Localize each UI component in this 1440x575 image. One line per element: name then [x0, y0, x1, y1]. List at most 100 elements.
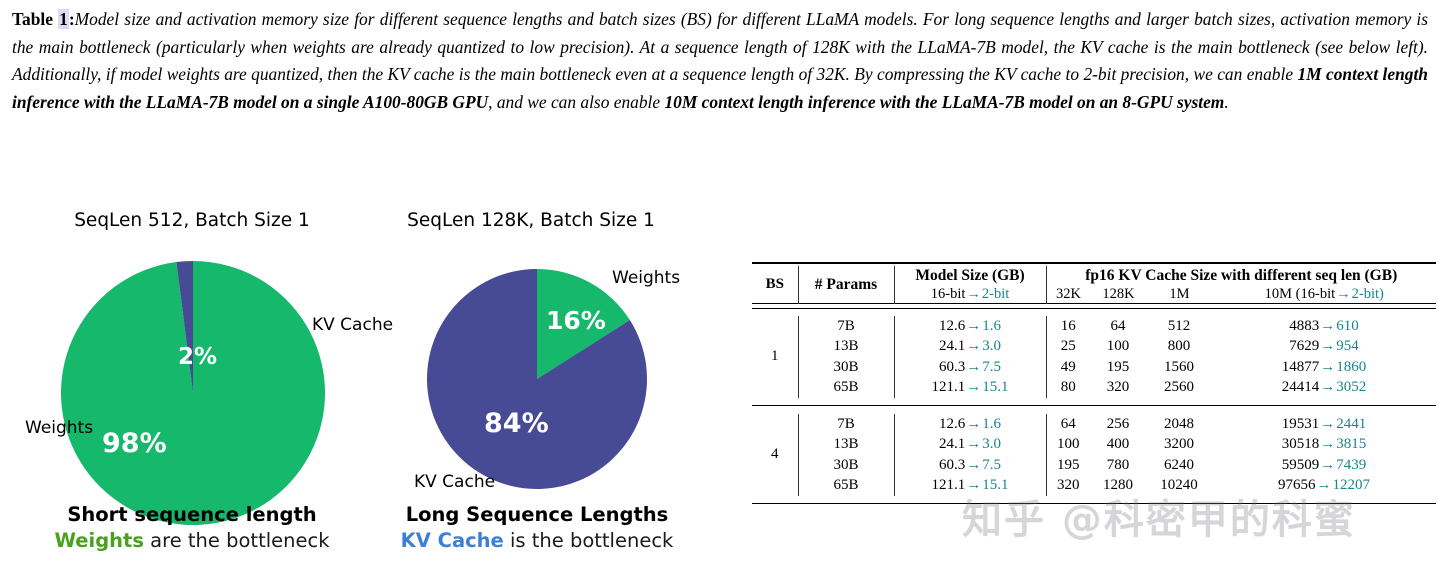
table-row[interactable]: 65B 121.1→15.1 320 1280 10240 97656→12207: [752, 475, 1436, 496]
table-cell-model-size: 12.6→1.6: [893, 413, 1046, 434]
pie-caption-2-line2: KV Cache is the bottleneck: [372, 528, 702, 554]
table-cell-kv-1m: 1560: [1164, 358, 1194, 375]
th-bs-label: BS: [765, 276, 784, 292]
kv-10m-16bit: 30518: [1281, 436, 1320, 452]
table-cell-model-size: 24.1→3.0: [893, 434, 1046, 455]
table-rule-top: [752, 263, 1436, 266]
pie-slice-kvcache-2: [427, 269, 647, 489]
table-group-rule: [752, 404, 1436, 407]
table-spacer: [752, 407, 1436, 414]
model-size-2bit: 3.0: [982, 436, 1001, 452]
table-cell-kv-32k: 195: [1045, 454, 1090, 475]
table-row[interactable]: 65B 121.1→15.1 80 320 2560 24414→3052: [752, 377, 1436, 398]
caption-colon: :: [68, 9, 75, 29]
table-cell-kv-1m: 10240: [1160, 477, 1198, 493]
kv-10m-arrow-icon: →: [1320, 338, 1336, 354]
kv-10m-2bit: 1860: [1336, 358, 1367, 375]
table-cell-kv-10m: 7629→954: [1212, 336, 1436, 357]
table-cell-kv-32k: 64: [1045, 413, 1090, 434]
pie-chart-1: 2% 98%: [60, 260, 326, 526]
model-size-16bit: 24.1: [939, 338, 966, 354]
table-cell-kv-1m: 3200: [1164, 436, 1194, 452]
th-ms-2bit: 2-bit: [981, 286, 1010, 302]
table-cell-kv-10m: 14877→1860: [1212, 357, 1436, 378]
model-size-16bit: 24.1: [939, 436, 966, 452]
th-kv-group: fp16 KV Cache Size with different seq le…: [1045, 266, 1437, 304]
model-size-16bit: 12.6: [939, 415, 966, 432]
pie-svg-1: [61, 261, 326, 525]
table-cell-model-size: 121.1→15.1: [893, 475, 1046, 496]
caption-number: 1: [58, 9, 69, 29]
table-cell-kv-10m: 19531→2441: [1212, 414, 1436, 435]
table-row[interactable]: 13B 24.1→3.0 25 100 800 7629→954: [752, 336, 1436, 357]
table-header-row: BS # Params Model Size (GB) 16-bit→2-bit…: [752, 266, 1436, 304]
table-cell-kv-1m: 6240: [1164, 456, 1194, 473]
th-model-size-sub: 16-bit→2-bit: [895, 285, 1046, 303]
table-cell-kv-10m: 30518→3815: [1212, 434, 1436, 455]
kv-10m-2bit: 2441: [1336, 415, 1367, 432]
kv-10m-16bit: 4883: [1289, 317, 1320, 334]
table-cell-kv-32k: 16: [1045, 315, 1090, 336]
table-row[interactable]: 4 7B 12.6→1.6 64 256 2048 19531→2441: [752, 413, 1436, 462]
pie-caption-1: Short sequence length Weights are the bo…: [22, 502, 362, 554]
th-model-size-main: Model Size (GB): [915, 267, 1025, 284]
th-params-label: # Params: [814, 276, 878, 293]
table-cell-kv-32k: 49: [1045, 356, 1090, 377]
kv-10m-16bit: 97656: [1278, 477, 1316, 493]
kv-10m-16bit: 19531: [1281, 415, 1320, 432]
pie-caption-2-highlight: KV Cache: [400, 529, 504, 552]
table-row[interactable]: 1 7B 12.6→1.6 16 64 512 4883→610: [752, 315, 1436, 364]
table-cell-params: 65B: [797, 475, 894, 496]
model-size-2bit: 7.5: [982, 456, 1001, 473]
table-cell-kv-32k: 100: [1045, 434, 1090, 455]
table-cell-kv-10m: 24414→3052: [1212, 377, 1436, 398]
model-size-table: BS # Params Model Size (GB) 16-bit→2-bit…: [752, 262, 1436, 505]
model-size-2bit: 1.6: [982, 317, 1001, 334]
model-size-16bit: 60.3: [939, 358, 966, 375]
pie-slice-kvcache-1: [176, 261, 193, 393]
pie-legend-weights-1: Weights: [25, 418, 94, 438]
model-size-16bit: 60.3: [939, 456, 966, 473]
table-row[interactable]: 30B 60.3→7.5 195 780 6240 59509→7439: [752, 454, 1436, 476]
kv-10m-16bit: 59509: [1281, 456, 1320, 473]
table-cell-kv-128k: 195: [1106, 358, 1130, 375]
table-cell-kv-1m: 512: [1167, 317, 1191, 334]
caption-label: Table: [12, 9, 53, 29]
kv-10m-2bit: 12207: [1332, 477, 1371, 493]
kv-10m-16bit: 14877: [1281, 358, 1320, 375]
model-size-16bit: 121.1: [931, 379, 966, 395]
table-cell-model-size: 12.6→1.6: [893, 315, 1046, 336]
table-cell-model-size: 60.3→7.5: [893, 356, 1046, 377]
table-cell-params: 7B: [797, 413, 894, 434]
table-rule-header: [752, 303, 1436, 309]
table-cell-bs: 4: [771, 446, 779, 463]
th-bs: BS: [752, 266, 798, 304]
table-cell-params: 7B: [797, 315, 894, 336]
table-cell-params: 30B: [797, 454, 894, 475]
kv-10m-arrow-icon: →: [1320, 379, 1336, 395]
table-cell-kv-128k: 64: [1110, 317, 1126, 334]
kv-10m-2bit: 610: [1336, 317, 1359, 334]
pie-svg-2: [427, 269, 647, 489]
model-size-2bit: 1.6: [982, 415, 1001, 432]
model-size-2bit: 15.1: [982, 477, 1009, 493]
model-size-arrow-icon: →: [966, 338, 982, 354]
kv-10m-arrow-icon: →: [1320, 317, 1336, 334]
model-size-arrow-icon: →: [966, 415, 982, 432]
table-cell-kv-32k: 80: [1045, 377, 1090, 398]
caption-body: Model size and activation memory size fo…: [12, 9, 1429, 112]
model-size-2bit: 15.1: [982, 379, 1009, 395]
pie-slice-weights-1: [61, 261, 326, 525]
table-row[interactable]: 13B 24.1→3.0 100 400 3200 30518→3815: [752, 434, 1436, 455]
table-spacer: [752, 496, 1436, 504]
model-size-arrow-icon: →: [966, 379, 982, 395]
table-cell-kv-1m: 800: [1167, 338, 1191, 354]
kv-10m-arrow-icon: →: [1320, 456, 1336, 473]
table-row[interactable]: 30B 60.3→7.5 49 195 1560 14877→1860: [752, 356, 1436, 378]
th-kv-10m-pre: 10M (16-bit: [1264, 286, 1336, 302]
model-size-arrow-icon: →: [966, 358, 982, 375]
th-kv-main: fp16 KV Cache Size with different seq le…: [1085, 267, 1398, 284]
th-kv-subrow: 32K 128K 1M 10M (16-bit→2-bit): [1047, 285, 1437, 303]
table-cell-kv-10m: 59509→7439: [1212, 455, 1436, 476]
kv-10m-arrow-icon: →: [1320, 415, 1336, 432]
